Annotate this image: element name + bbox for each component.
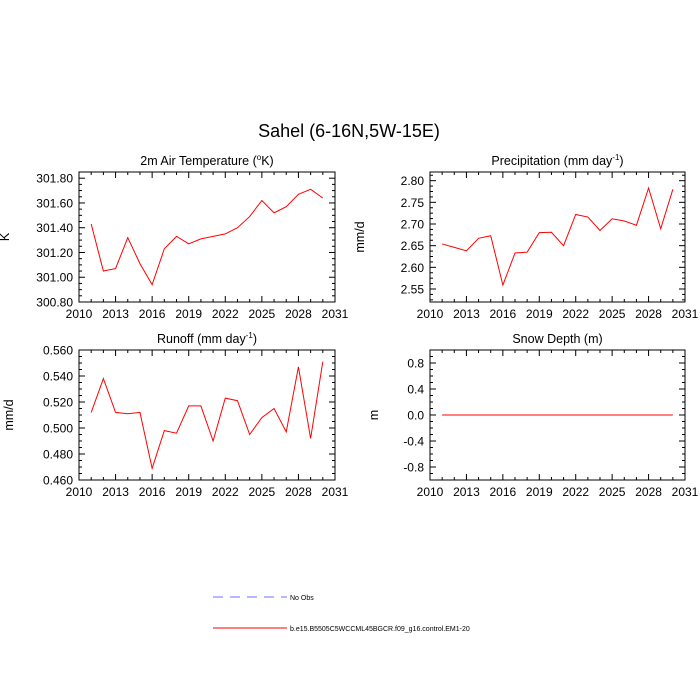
legend-item-1: No Obs [213,595,314,602]
x-tick-label: 2031 [672,307,699,321]
figure-title: Sahel (6-16N,5W-15E) [258,121,440,141]
x-tick-label: 2013 [453,307,480,321]
y-axis-label: mm/d [2,399,16,430]
plot-frame [429,171,686,303]
x-tick-label: 2031 [322,485,349,499]
x-tick-label: 2016 [139,485,166,499]
y-tick-label: 301.80 [36,172,73,186]
x-tick-label: 2025 [249,485,276,499]
x-tick-label: 2010 [417,307,444,321]
panel-title: Precipitation (mm day-1) [491,153,623,168]
x-tick-label: 2010 [66,307,93,321]
y-tick-label: 2.80 [401,174,425,188]
x-tick-label: 2010 [417,485,444,499]
panel-4: Snow Depth (m) m 2010 2013 2016 2019 2022 2025 2… [367,332,699,499]
x-tick-label: 2031 [672,485,699,499]
x-tick-label: 2028 [635,307,662,321]
x-tick-label: 2022 [562,307,589,321]
x-tick-label: 2025 [599,485,626,499]
plot-frame [78,171,336,303]
x-tick-label: 2013 [453,485,480,499]
y-axis-label: mm/d [353,221,367,252]
y-tick-label: 0.560 [43,344,73,358]
y-tick-label: 0.8 [407,357,424,371]
y-tick-label: 0.0 [407,409,424,423]
legend-label: No Obs [290,595,314,602]
panel-1: 2m Air Temperature (oK) K 2010 2013 2016 2019… [0,153,349,321]
y-tick-label: 2.55 [401,283,425,297]
x-tick-label: 2016 [490,485,517,499]
y-tick-label: 2.75 [401,196,425,210]
x-tick-label: 2022 [212,485,239,499]
y-axis-label: m [367,410,381,420]
x-tick-label: 2019 [175,485,202,499]
x-tick-label: 2010 [66,485,93,499]
y-tick-label: 0.480 [43,448,73,462]
legend-label: b.e15.B5505C5WCCML45BGCR.f09_g16.control… [290,626,470,633]
y-tick-label: -0.4 [403,435,424,449]
panels: 2m Air Temperature (oK) K 2010 2013 2016 2019… [0,153,699,499]
legend-item-2: b.e15.B5505C5WCCML45BGCR.f09_g16.control… [213,626,470,633]
y-tick-label: 2.60 [401,261,425,275]
x-tick-label: 2016 [139,307,166,321]
y-tick-label: 301.60 [36,196,73,210]
panel-2: Precipitation (mm day-1) mm/d 2010 2013 2016… [353,153,699,321]
panel-title: Runoff (mm day-1) [157,331,257,346]
x-tick-label: 2022 [212,307,239,321]
x-tick-label: 2028 [635,485,662,499]
series-line-1 [90,361,324,471]
y-tick-label: 301.40 [36,221,73,235]
series-line-1 [90,188,324,286]
y-tick-label: 301.20 [36,246,73,260]
y-tick-label: 0.520 [43,396,73,410]
x-tick-label: 2013 [102,485,129,499]
y-tick-label: 0.460 [43,474,73,488]
y-tick-label: -0.8 [403,461,424,475]
x-tick-label: 2013 [102,307,129,321]
x-tick-label: 2019 [526,307,553,321]
panel-3: Runoff (mm day-1) mm/d 2010 2013 2016 2019 202… [2,331,349,499]
x-tick-label: 2016 [490,307,517,321]
series-line-1 [442,186,674,287]
x-tick-label: 2025 [249,307,276,321]
panel-title: Snow Depth (m) [512,332,602,346]
y-tick-label: 0.4 [407,383,424,397]
y-tick-label: 301.00 [36,271,73,285]
x-tick-label: 2028 [285,307,312,321]
x-tick-label: 2022 [562,485,589,499]
y-tick-label: 300.80 [36,296,73,310]
x-tick-label: 2019 [175,307,202,321]
x-tick-label: 2019 [526,485,553,499]
x-tick-label: 2031 [322,307,349,321]
panel-title: 2m Air Temperature (oK) [140,153,273,168]
legend: No Obs b.e15.B5505C5WCCML45BGCR.f09_g16.c… [213,595,470,633]
y-tick-label: 2.70 [401,218,425,232]
x-tick-label: 2028 [285,485,312,499]
y-tick-label: 0.540 [43,370,73,384]
y-axis-label: K [0,232,12,241]
y-tick-label: 2.65 [401,239,425,253]
x-tick-label: 2025 [599,307,626,321]
y-tick-label: 0.500 [43,422,73,436]
